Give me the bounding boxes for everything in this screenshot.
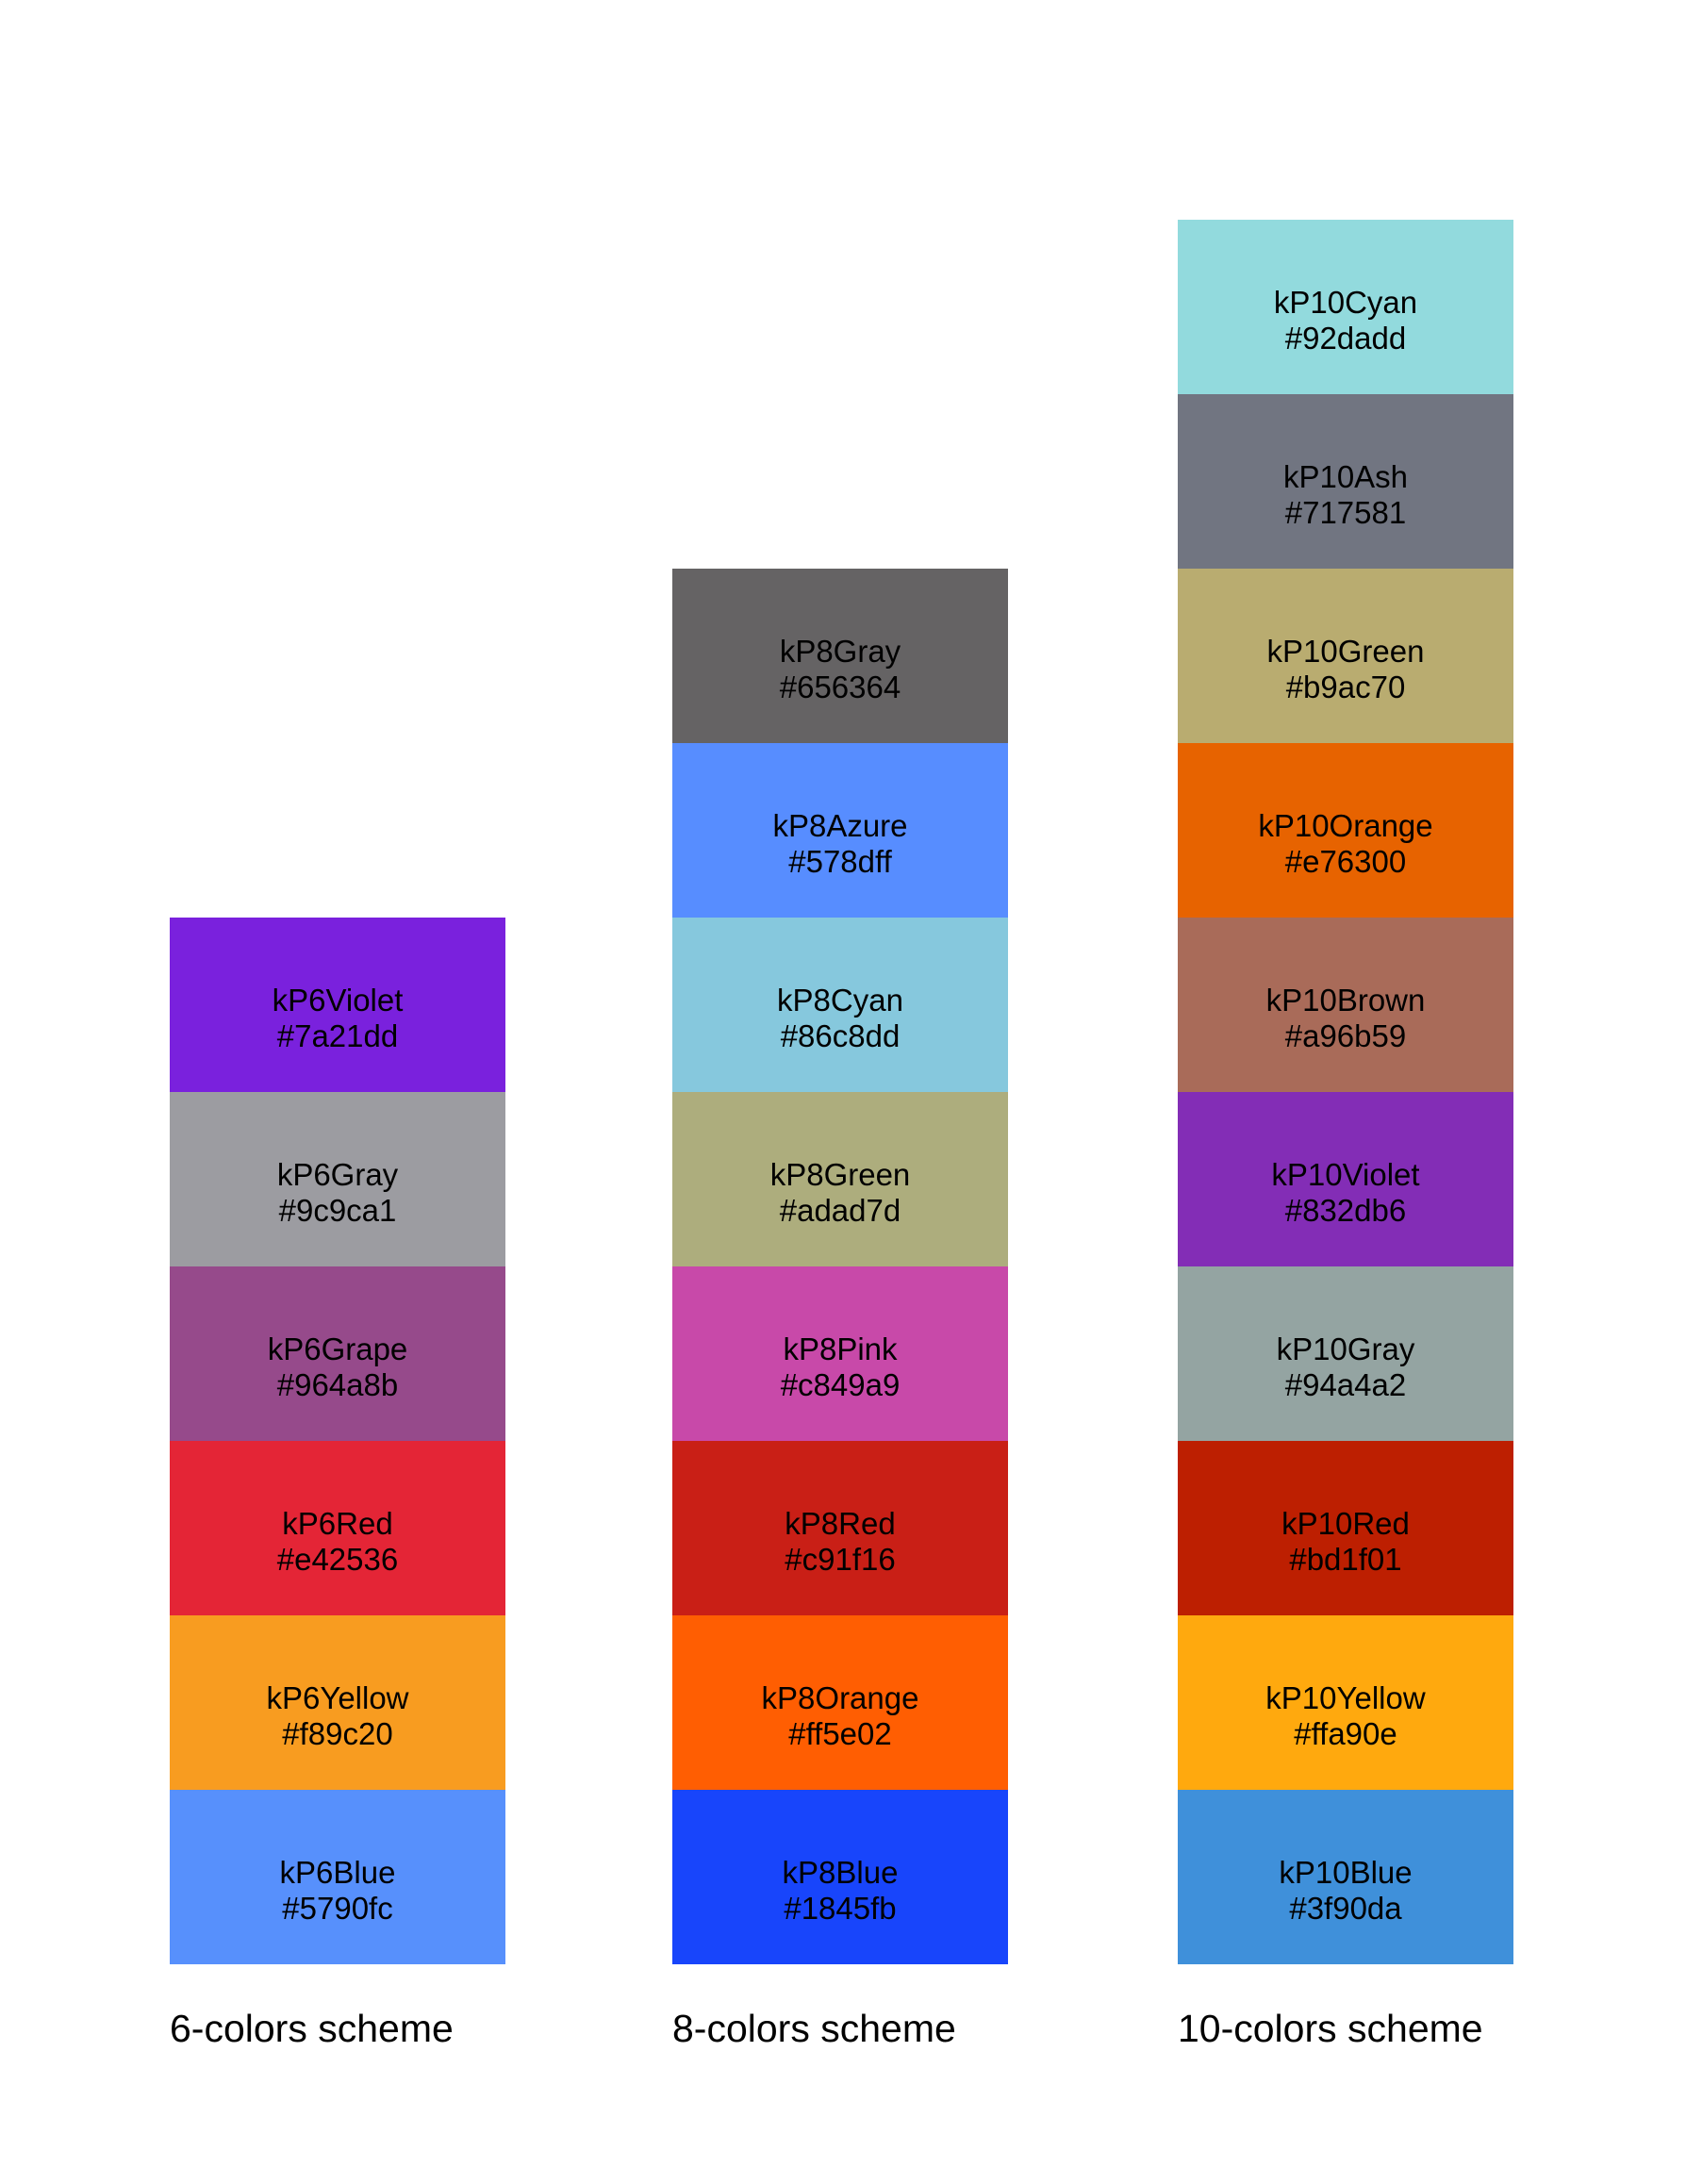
color-swatch: kP10Gray #94a4a2 <box>1178 1266 1513 1441</box>
swatch-hex: #656364 <box>779 669 901 704</box>
swatch-name: kP10Yellow <box>1265 1679 1426 1715</box>
swatch-name: kP10Cyan <box>1273 284 1418 320</box>
swatch-hex: #f89c20 <box>282 1715 393 1751</box>
swatch-hex: #a96b59 <box>1284 1018 1407 1053</box>
swatch-hex: #5790fc <box>282 1890 393 1926</box>
color-swatch: kP6Gray #9c9ca1 <box>170 1092 505 1266</box>
swatch-hex: #e76300 <box>1284 843 1407 879</box>
color-swatch: kP10Yellow #ffa90e <box>1178 1615 1513 1790</box>
color-swatch: kP8Cyan #86c8dd <box>672 918 1008 1092</box>
swatch-hex: #c849a9 <box>780 1366 901 1402</box>
swatch-name: kP8Orange <box>761 1679 919 1715</box>
swatch-hex: #e42536 <box>276 1541 399 1577</box>
color-swatch: kP8Blue #1845fb <box>672 1790 1008 1964</box>
swatch-name: kP10Violet <box>1271 1156 1420 1192</box>
swatch-name: kP8Blue <box>782 1854 899 1890</box>
swatch-name: kP6Grape <box>267 1331 408 1366</box>
swatch-name: kP10Ash <box>1282 458 1409 494</box>
swatch-name: kP6Violet <box>272 982 404 1018</box>
swatch-name: kP6Blue <box>279 1854 396 1890</box>
color-swatch: kP10Green #b9ac70 <box>1178 569 1513 743</box>
swatch-stack: kP10Cyan #92dadd kP10Ash #717581 kP10Green #b… <box>1178 220 1513 1964</box>
swatch-name: kP10Brown <box>1265 982 1426 1018</box>
color-swatch: kP6Violet #7a21dd <box>170 918 505 1092</box>
swatch-name: kP8Green <box>769 1156 911 1192</box>
swatch-hex: #92dadd <box>1284 320 1407 356</box>
swatch-name: kP8Azure <box>772 807 908 843</box>
swatch-hex: #94a4a2 <box>1284 1366 1407 1402</box>
color-swatch: kP10Brown #a96b59 <box>1178 918 1513 1092</box>
color-swatch: kP10Red #bd1f01 <box>1178 1441 1513 1615</box>
scheme-caption: 6-colors scheme <box>170 2007 454 2050</box>
swatch-hex: #3f90da <box>1289 1890 1402 1926</box>
color-swatch: kP6Blue #5790fc <box>170 1790 505 1964</box>
swatch-hex: #832db6 <box>1284 1192 1407 1228</box>
color-swatch: kP8Azure #578dff <box>672 743 1008 918</box>
color-swatch: kP8Gray #656364 <box>672 569 1008 743</box>
swatch-hex: #964a8b <box>276 1366 399 1402</box>
swatch-name: kP10Green <box>1266 633 1425 669</box>
swatch-name: kP6Red <box>282 1505 393 1541</box>
scheme-column-10: kP10Cyan #92dadd kP10Ash #717581 kP10Green #b… <box>1178 220 1513 2051</box>
swatch-hex: #b9ac70 <box>1285 669 1406 704</box>
color-swatch: kP8Red #c91f16 <box>672 1441 1008 1615</box>
color-swatch: kP10Violet #832db6 <box>1178 1092 1513 1266</box>
color-swatch: kP6Grape #964a8b <box>170 1266 505 1441</box>
swatch-hex: #c91f16 <box>785 1541 896 1577</box>
scheme-column-8: kP8Gray #656364 kP8Azure #578dff kP8Cyan #86c… <box>672 569 1008 2051</box>
color-swatch: kP8Orange #ff5e02 <box>672 1615 1008 1790</box>
swatch-name: kP10Gray <box>1276 1331 1415 1366</box>
swatch-name: kP8Red <box>785 1505 896 1541</box>
color-swatch: kP6Yellow #f89c20 <box>170 1615 505 1790</box>
color-swatch: kP10Cyan #92dadd <box>1178 220 1513 394</box>
swatch-hex: #ff5e02 <box>788 1715 892 1751</box>
swatch-hex: #578dff <box>788 843 892 879</box>
swatch-name: kP8Cyan <box>777 982 903 1018</box>
swatch-name: kP8Gray <box>779 633 901 669</box>
swatch-hex: #bd1f01 <box>1289 1541 1402 1577</box>
swatch-name: kP8Pink <box>783 1331 898 1366</box>
color-swatch: kP6Red #e42536 <box>170 1441 505 1615</box>
color-swatch: kP10Blue #3f90da <box>1178 1790 1513 1964</box>
color-swatch: kP8Pink #c849a9 <box>672 1266 1008 1441</box>
swatch-hex: #9c9ca1 <box>278 1192 397 1228</box>
swatch-hex: #7a21dd <box>276 1018 399 1053</box>
swatch-name: kP6Yellow <box>266 1679 409 1715</box>
swatch-name: kP10Orange <box>1258 807 1433 843</box>
swatch-name: kP10Red <box>1281 1505 1410 1541</box>
scheme-caption: 8-colors scheme <box>672 2007 956 2050</box>
swatch-stack: kP6Violet #7a21dd kP6Gray #9c9ca1 kP6Grape #9… <box>170 918 505 1964</box>
color-swatch: kP10Orange #e76300 <box>1178 743 1513 918</box>
scheme-caption: 10-colors scheme <box>1178 2007 1483 2050</box>
swatch-stack: kP8Gray #656364 kP8Azure #578dff kP8Cyan #86c… <box>672 569 1008 1964</box>
swatch-name: kP6Gray <box>276 1156 399 1192</box>
swatch-hex: #717581 <box>1284 494 1407 530</box>
color-swatch: kP10Ash #717581 <box>1178 394 1513 569</box>
color-swatch: kP8Green #adad7d <box>672 1092 1008 1266</box>
swatch-hex: #ffa90e <box>1294 1715 1397 1751</box>
swatch-hex: #1845fb <box>784 1890 897 1926</box>
scheme-column-6: kP6Violet #7a21dd kP6Gray #9c9ca1 kP6Grape #9… <box>170 918 505 2051</box>
swatch-hex: #86c8dd <box>780 1018 901 1053</box>
swatch-hex: #adad7d <box>779 1192 901 1228</box>
swatch-name: kP10Blue <box>1279 1854 1413 1890</box>
